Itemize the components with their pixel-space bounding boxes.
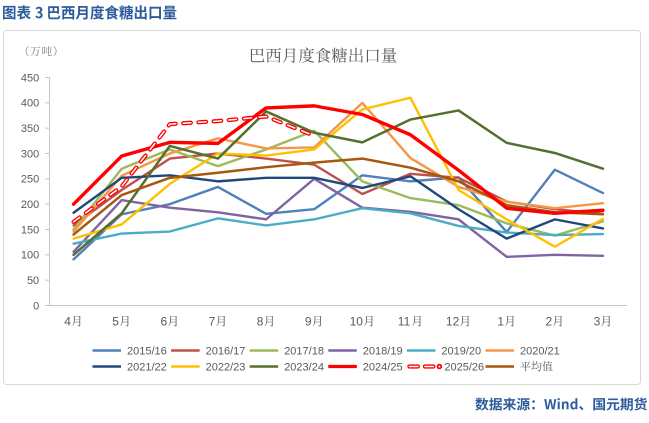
svg-text:3: 3 — [594, 315, 601, 329]
svg-text:2020/21: 2020/21 — [520, 345, 560, 357]
svg-text:1: 1 — [497, 315, 504, 329]
svg-text:2: 2 — [546, 315, 553, 329]
svg-text:150: 150 — [21, 224, 39, 236]
svg-text:5: 5 — [112, 315, 119, 329]
svg-text:2024/25: 2024/25 — [363, 361, 403, 373]
svg-text:11: 11 — [398, 315, 411, 329]
svg-text:6: 6 — [161, 315, 168, 329]
svg-text:2017/18: 2017/18 — [284, 345, 324, 357]
svg-text:2025/26: 2025/26 — [444, 361, 484, 373]
svg-text:2021/22: 2021/22 — [127, 361, 167, 373]
svg-text:200: 200 — [21, 199, 39, 211]
svg-text:400: 400 — [21, 98, 39, 110]
svg-text:0: 0 — [33, 300, 39, 312]
svg-text:450: 450 — [21, 72, 39, 84]
svg-text:2019/20: 2019/20 — [441, 345, 481, 357]
svg-text:12: 12 — [446, 315, 460, 329]
svg-text:7: 7 — [209, 315, 216, 329]
svg-text:2018/19: 2018/19 — [363, 345, 403, 357]
svg-text:9: 9 — [305, 315, 312, 329]
svg-text:50: 50 — [27, 275, 39, 287]
svg-text:10: 10 — [350, 315, 364, 329]
svg-text:300: 300 — [21, 148, 39, 160]
svg-text:8: 8 — [257, 315, 264, 329]
svg-text:2016/17: 2016/17 — [206, 345, 246, 357]
svg-text:2015/16: 2015/16 — [127, 345, 167, 357]
svg-text:2022/23: 2022/23 — [206, 361, 246, 373]
svg-text:350: 350 — [21, 123, 39, 135]
svg-text:2023/24: 2023/24 — [284, 361, 324, 373]
svg-text:250: 250 — [21, 174, 39, 186]
svg-text:100: 100 — [21, 250, 39, 262]
svg-text:4: 4 — [64, 315, 71, 329]
